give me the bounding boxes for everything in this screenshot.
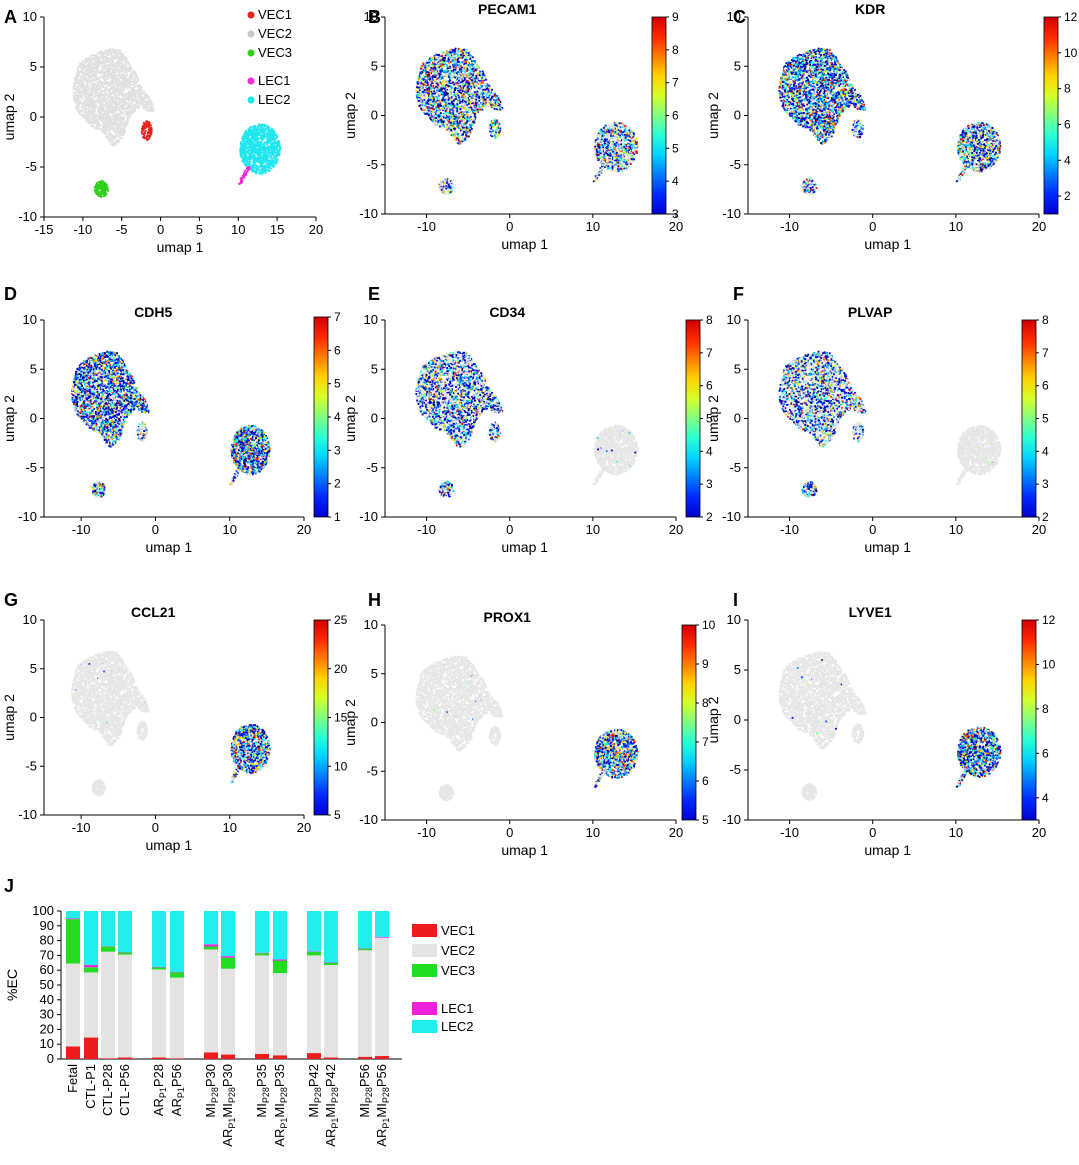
cell-point xyxy=(79,84,81,86)
cell-point xyxy=(127,88,129,90)
cell-point xyxy=(87,92,89,94)
cell-point xyxy=(93,126,95,128)
cell-point xyxy=(128,100,130,102)
cell-point xyxy=(108,85,110,87)
cell-point xyxy=(123,88,125,90)
cell-point xyxy=(108,92,110,94)
cell-point xyxy=(88,63,90,65)
cell-point xyxy=(77,86,79,88)
cell-point xyxy=(79,109,81,111)
cell-point xyxy=(115,85,117,87)
figure-canvas: -15 -10 -5 0 5 10 15 20-10-50510umap 1umap 2A VE… xyxy=(0,0,1079,1165)
cell-point xyxy=(89,118,91,120)
cell-point xyxy=(124,115,126,117)
cell-point xyxy=(124,71,126,73)
cell-point xyxy=(93,96,95,98)
cell-point xyxy=(117,98,119,100)
cell-point xyxy=(90,55,92,57)
cell-point xyxy=(126,74,128,76)
cell-point xyxy=(130,114,132,116)
cell-point xyxy=(121,137,123,139)
cell-point xyxy=(144,104,146,106)
cell-point xyxy=(77,69,79,71)
cell-point xyxy=(82,107,84,109)
scatter-points xyxy=(72,48,281,198)
cell-point xyxy=(123,120,125,122)
cell-point xyxy=(91,54,93,56)
